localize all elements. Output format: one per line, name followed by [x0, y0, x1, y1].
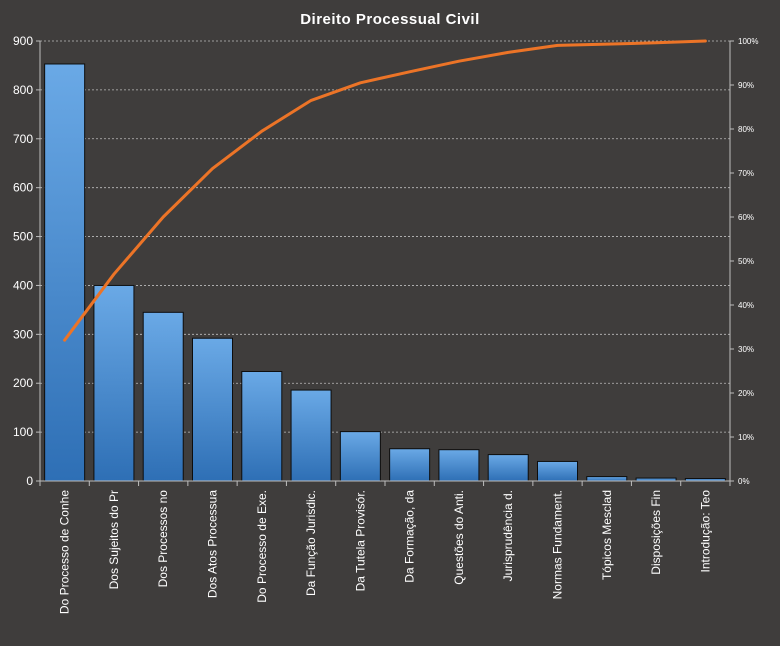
- y2-tick-label: 90%: [738, 81, 754, 90]
- x-tick-label: Normas Fundament.: [551, 490, 565, 599]
- bar: [389, 448, 431, 482]
- y-tick-label: 600: [13, 181, 33, 195]
- y2-tick-label: 10%: [738, 433, 754, 442]
- y2-tick-label: 20%: [738, 389, 754, 398]
- cumulative-line-series: [63, 39, 707, 342]
- y-tick-label: 400: [13, 278, 33, 292]
- y2-tick-label: 30%: [738, 345, 754, 354]
- x-tick-label: Dos Atos Processua: [206, 490, 220, 598]
- x-tick-label: Questões do Anti.: [452, 490, 466, 585]
- x-tick-label: Da Tutela Provisór.: [353, 490, 367, 591]
- x-tick-label: Disposições Fin: [649, 490, 663, 575]
- bar: [44, 63, 86, 482]
- x-tick-label: Do Processo de Exe.: [255, 490, 269, 603]
- bar: [438, 449, 480, 482]
- y-tick-label: 800: [13, 83, 33, 97]
- bar: [586, 476, 628, 482]
- y2-tick-label: 100%: [738, 37, 758, 46]
- x-tick-label: Tópicos Mesclad: [600, 490, 614, 580]
- bar: [290, 389, 332, 482]
- y2-tick-label: 70%: [738, 169, 754, 178]
- x-tick-label: Dos Processos no: [156, 490, 170, 588]
- y2-tick-label: 80%: [738, 125, 754, 134]
- bar: [487, 454, 529, 482]
- y2-tick-label: 0%: [738, 477, 750, 486]
- cumulative-line: [63, 39, 707, 342]
- bar: [339, 431, 381, 482]
- y2-tick-label: 60%: [738, 213, 754, 222]
- y-tick-label: 200: [13, 376, 33, 390]
- x-tick-label: Do Processo de Conhe: [58, 490, 72, 614]
- x-tick-label: Dos Sujeitos do Pr: [107, 490, 121, 589]
- bar: [537, 460, 578, 482]
- y2-tick-label: 40%: [738, 301, 754, 310]
- bar: [192, 337, 233, 482]
- x-tick-label: Introdução: Teo: [698, 490, 712, 573]
- y-tick-label: 0: [26, 474, 33, 488]
- bar: [142, 311, 184, 482]
- y-tick-label: 100: [13, 425, 33, 439]
- y-tick-label: 700: [13, 132, 33, 146]
- bar: [93, 284, 135, 482]
- y-tick-label: 500: [13, 230, 33, 244]
- x-tick-label: Da Função Jurisdic.: [304, 490, 318, 596]
- y-tick-label: 300: [13, 327, 33, 341]
- x-axis-tick-labels: Do Processo de Conhe Dos Sujeitos do Pr Do…: [58, 490, 713, 614]
- gridlines: [40, 40, 730, 433]
- y-tick-label: 900: [13, 34, 33, 48]
- chart-title: Direito Processual Civil: [300, 11, 480, 28]
- bar-series: [44, 63, 726, 482]
- y2-axis-tick-labels: 0% 10% 20% 30% 40% 50% 60% 70% 80% 90% 100%: [738, 37, 758, 486]
- x-tick-label: Jurisprudência d.: [501, 490, 515, 581]
- x-tick-label: Da Formação, da: [403, 490, 417, 583]
- y2-tick-label: 50%: [738, 257, 754, 266]
- bar: [241, 370, 283, 482]
- axes: [36, 40, 734, 486]
- y-axis-tick-labels: 0 100 200 300 400 500 600 700 800 900: [13, 34, 33, 488]
